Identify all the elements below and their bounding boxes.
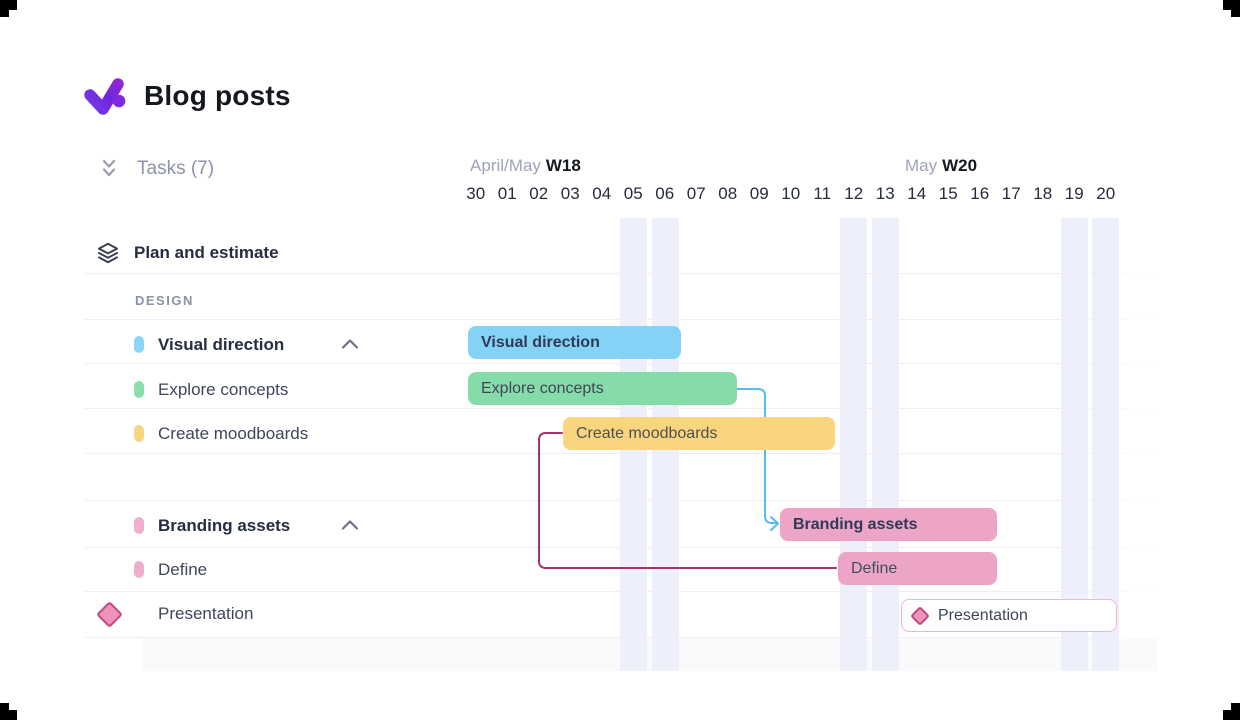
day-tick: 12 — [844, 184, 864, 203]
task-label-visual-direction[interactable]: Visual direction — [158, 335, 285, 354]
gantt-bar-create-moodboards[interactable]: Create moodboards — [563, 417, 835, 450]
bar-label: Explore concepts — [481, 379, 604, 397]
row-divider — [85, 546, 1160, 548]
frame-corner-bottom-left — [0, 703, 9, 720]
frame-corner-top-left — [0, 0, 9, 17]
row-divider — [85, 407, 1160, 409]
day-tick: 09 — [749, 184, 769, 203]
weekend-stripe — [871, 218, 899, 671]
row-divider — [85, 362, 1160, 364]
row-divider — [85, 452, 1160, 454]
day-tick: 19 — [1064, 184, 1084, 203]
frame-corner-top-right — [1231, 0, 1240, 17]
day-tick: 06 — [655, 184, 675, 203]
gantt-bar-explore-concepts[interactable]: Explore concepts — [468, 372, 737, 405]
gantt-bar-visual-direction[interactable]: Visual direction — [468, 326, 681, 359]
milestone-diamond-icon — [96, 601, 123, 628]
task-label-create-moodboards[interactable]: Create moodboards — [158, 424, 309, 443]
task-color-marker — [134, 517, 144, 534]
gantt-bar-branding-assets[interactable]: Branding assets — [780, 508, 997, 541]
task-label-define[interactable]: Define — [158, 560, 208, 579]
day-tick: 05 — [623, 184, 643, 203]
milestone-diamond-icon — [910, 605, 930, 626]
bar-label: Branding assets — [793, 515, 918, 533]
day-tick: 11 — [813, 184, 832, 203]
bar-label: Presentation — [938, 606, 1028, 624]
day-tick: 30 — [466, 184, 486, 203]
day-tick: 03 — [560, 184, 580, 203]
page-title[interactable]: Blog posts — [144, 80, 291, 111]
weekend-stripe — [1092, 218, 1119, 671]
group-label-plan-and-estimate[interactable]: Plan and estimate — [134, 243, 279, 262]
day-tick: 01 — [497, 184, 517, 203]
weekend-stripe — [1060, 218, 1088, 671]
app-logo-check-icon — [84, 77, 126, 117]
task-color-marker — [134, 425, 144, 442]
day-tick: 17 — [1001, 184, 1021, 203]
connector-explore-to-branding — [736, 388, 777, 524]
collapse-chevron-up-icon[interactable] — [341, 519, 359, 531]
day-tick: 20 — [1096, 184, 1116, 203]
section-label-design: DESIGN — [135, 293, 194, 308]
gantt-bar-define[interactable]: Define — [838, 552, 997, 585]
tasks-collapse-toggle[interactable]: Tasks (7) — [99, 157, 214, 180]
bar-label: Create moodboards — [576, 424, 718, 442]
bar-label: Define — [851, 559, 898, 577]
month-label: May — [905, 156, 938, 175]
day-tick: 14 — [907, 184, 927, 203]
day-tick: 02 — [529, 184, 549, 203]
timeline-day-ticks: 30 01 02 03 04 05 06 07 08 09 10 11 12 1… — [460, 184, 1122, 204]
double-chevron-down-icon — [102, 159, 116, 177]
connector-arrowhead — [770, 516, 779, 531]
tasks-count-label: Tasks (7) — [137, 157, 215, 179]
chart-footer-strip — [143, 638, 1157, 671]
task-color-marker — [134, 381, 144, 398]
row-divider — [85, 272, 1160, 274]
gantt-bar-presentation[interactable]: Presentation — [901, 599, 1117, 632]
week-label: W20 — [942, 156, 978, 175]
weekend-stripe — [840, 218, 867, 671]
task-color-marker — [134, 561, 144, 578]
week-label: W18 — [545, 156, 581, 175]
task-label-presentation[interactable]: Presentation — [158, 604, 254, 623]
frame-corner-bottom-right — [1231, 703, 1240, 720]
day-tick: 10 — [781, 184, 801, 203]
collapse-chevron-up-icon[interactable] — [341, 338, 359, 350]
timeline-period-w18: April/May W18 — [470, 156, 581, 176]
day-tick: 07 — [686, 184, 706, 203]
day-tick: 18 — [1033, 184, 1053, 203]
row-divider — [85, 636, 1160, 638]
task-color-marker — [134, 336, 144, 353]
row-divider — [85, 499, 1160, 501]
task-label-branding-assets[interactable]: Branding assets — [158, 516, 291, 535]
bar-label: Visual direction — [481, 333, 600, 351]
day-tick: 15 — [938, 184, 958, 203]
task-label-explore-concepts[interactable]: Explore concepts — [158, 380, 289, 399]
row-divider — [85, 318, 1160, 320]
day-tick: 04 — [592, 184, 612, 203]
day-tick: 13 — [875, 184, 895, 203]
row-divider — [85, 590, 1160, 592]
day-tick: 08 — [718, 184, 738, 203]
day-tick: 16 — [970, 184, 990, 203]
month-label: April/May — [470, 156, 541, 175]
layers-icon — [98, 242, 118, 264]
timeline-period-w20: May W20 — [905, 156, 977, 176]
